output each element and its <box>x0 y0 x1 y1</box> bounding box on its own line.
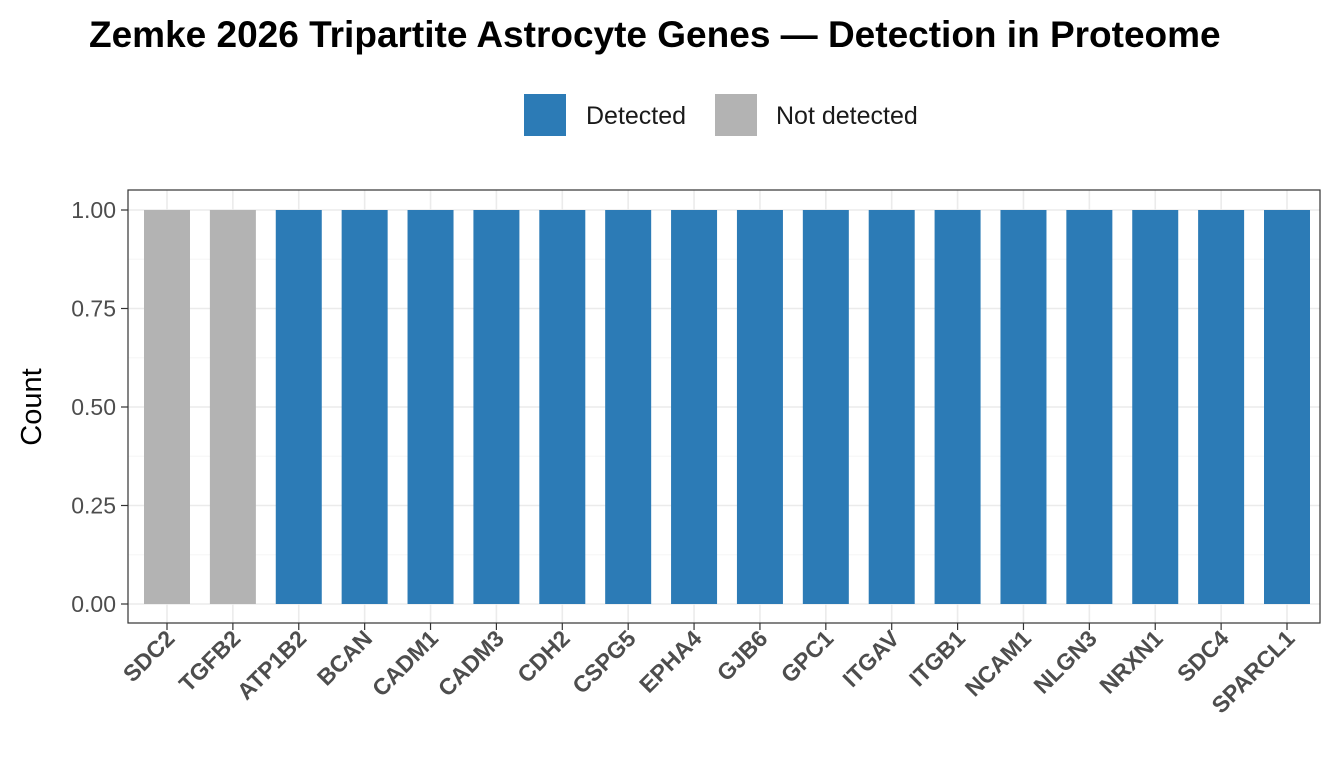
x-tick-label: CADM1 <box>367 625 443 701</box>
x-tick-label: CADM3 <box>433 625 509 701</box>
bar-bcan <box>341 210 388 604</box>
x-tick-label: NCAM1 <box>960 625 1036 701</box>
bar-atp1b2 <box>275 210 322 604</box>
bars <box>144 210 1310 604</box>
bar-itgb1 <box>934 210 981 604</box>
x-tick-label: BCAN <box>312 625 377 690</box>
x-tick-label: EPHA4 <box>634 625 707 698</box>
y-tick-label: 0.00 <box>71 591 116 617</box>
x-tick-label: NRXN1 <box>1094 625 1168 699</box>
x-tick-label: SDC4 <box>1172 625 1234 687</box>
x-tick-label: ITGAV <box>837 625 904 692</box>
bar-epha4 <box>671 210 718 604</box>
x-tick-label: ATP1B2 <box>232 625 312 705</box>
chart-title: Zemke 2026 Tripartite Astrocyte Genes — … <box>89 14 1221 55</box>
x-tick-label: CSPG5 <box>567 625 641 699</box>
legend-label-detected: Detected <box>586 102 686 130</box>
x-tick-label: CDH2 <box>512 625 575 688</box>
y-axis-title: Count <box>16 368 48 445</box>
legend-key-detected <box>524 94 566 136</box>
legend-label-not-detected: Not detected <box>776 102 918 130</box>
x-tick-label: SDC2 <box>118 625 180 687</box>
bar-gpc1 <box>802 210 849 604</box>
x-tick-label: GJB6 <box>712 625 773 686</box>
x-tick-label: GPC1 <box>776 625 839 688</box>
bar-cadm3 <box>473 210 520 604</box>
bar-sdc4 <box>1198 210 1245 604</box>
bar-sdc2 <box>144 210 190 604</box>
bar-gjb6 <box>736 210 783 604</box>
y-tick-label: 0.25 <box>71 493 116 519</box>
y-axis: 0.00 0.25 0.50 0.75 1.00 <box>71 197 128 617</box>
legend: Detected Not detected <box>524 94 918 136</box>
bar-nlgn3 <box>1066 210 1113 604</box>
bar-nrxn1 <box>1132 210 1179 604</box>
legend-key-not-detected <box>715 94 757 136</box>
bar-cadm1 <box>407 210 454 604</box>
y-tick-label: 1.00 <box>71 197 116 223</box>
x-tick-label: NLGN3 <box>1028 625 1102 699</box>
bar-cdh2 <box>539 210 586 604</box>
bar-cspg5 <box>605 210 652 604</box>
y-tick-label: 0.75 <box>71 296 116 322</box>
y-tick-label: 0.50 <box>71 394 116 420</box>
bar-ncam1 <box>1000 210 1047 604</box>
bar-tgfb2 <box>209 210 256 604</box>
bar-itgav <box>868 210 915 604</box>
bar-sparcl1 <box>1264 210 1310 604</box>
